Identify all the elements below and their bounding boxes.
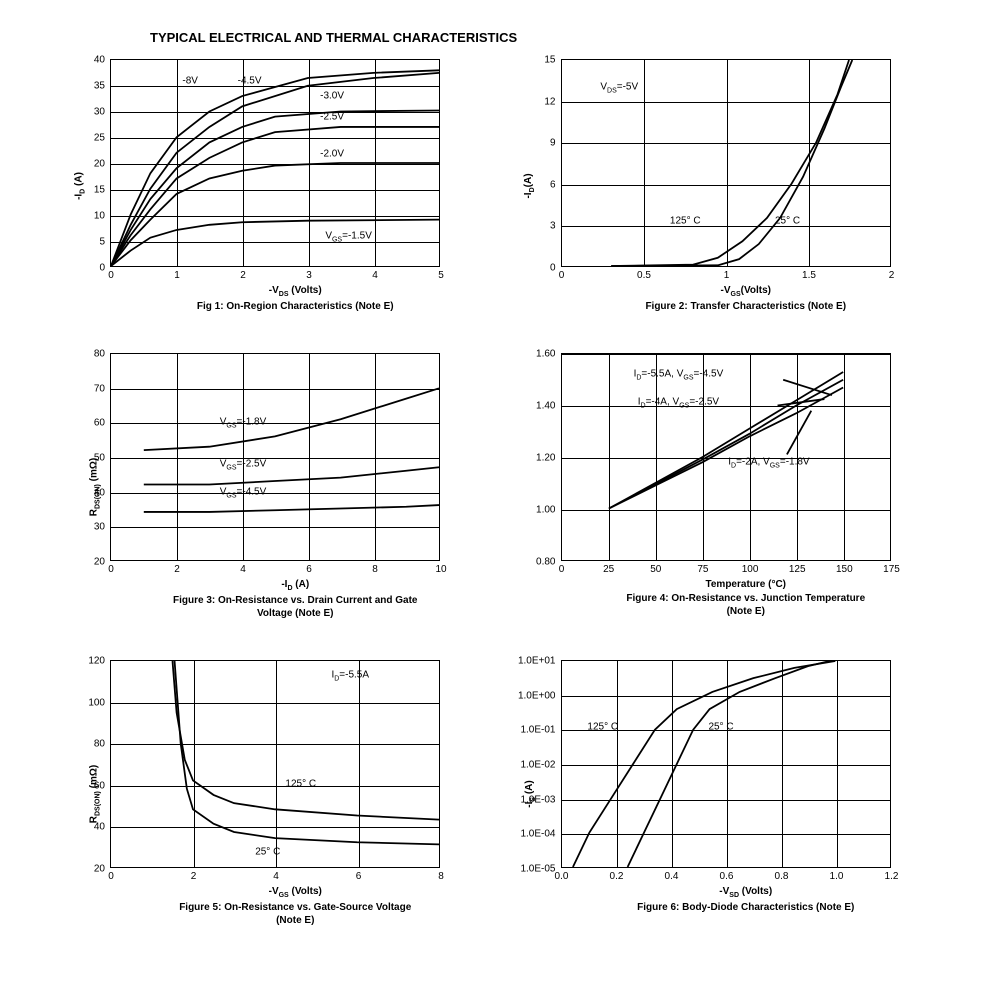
fig5-xlabel: -VGS (Volts) [110, 886, 481, 899]
fig1-caption: Fig 1: On-Region Characteristics (Note E… [110, 300, 481, 313]
fig2-panel: -ID(A) 00.511.5203691215VDS=-5V125° C25° … [511, 59, 932, 313]
fig6-panel: -IS (A)0.00.20.40.60.81.01.21.0E-051.0E-… [511, 660, 932, 927]
fig4-panel: Normalized On-Resistance0255075100125150… [511, 353, 932, 620]
fig3-xlabel: -ID (A) [110, 579, 481, 592]
fig1-panel: -ID (A) 0123450510152025303540-8V-4.5V-3.… [60, 59, 481, 313]
fig5-ylabel: RDS(ON) (mΩ) [89, 764, 102, 822]
fig2-ylabel: -ID(A) [523, 173, 536, 198]
fig2-caption: Figure 2: Transfer Characteristics (Note… [561, 300, 932, 313]
fig3-caption: Figure 3: On-Resistance vs. Drain Curren… [110, 594, 481, 620]
fig1-ylabel: -ID (A) [73, 172, 86, 200]
fig4-xlabel: Temperature (°C) [561, 579, 932, 590]
fig5-panel: RDS(ON) (mΩ) 0246820406080100120ID=-5.5A1… [60, 660, 481, 927]
fig4-caption: Figure 4: On-Resistance vs. Junction Tem… [561, 592, 932, 618]
fig5-plot: 0246820406080100120ID=-5.5A125° C25° C [110, 660, 440, 868]
chart-grid: -ID (A) 0123450510152025303540-8V-4.5V-3.… [60, 59, 931, 927]
fig5-caption: Figure 5: On-Resistance vs. Gate-Source … [110, 901, 481, 927]
fig6-xlabel: -VSD (Volts) [561, 886, 932, 899]
fig1-plot: 0123450510152025303540-8V-4.5V-3.0V-2.5V… [110, 59, 440, 267]
fig1-xlabel: -VDS (Volts) [110, 285, 481, 298]
page-title: TYPICAL ELECTRICAL AND THERMAL CHARACTER… [150, 30, 931, 45]
fig2-plot: 00.511.5203691215VDS=-5V125° C25° C [561, 59, 891, 267]
fig6-caption: Figure 6: Body-Diode Characteristics (No… [561, 901, 932, 914]
fig4-plot: 02550751001251501750.801.001.201.401.60I… [561, 353, 891, 561]
fig3-panel: RDS(ON) (mΩ)024681020304050607080VGS=-1.… [60, 353, 481, 620]
fig6-plot: 0.00.20.40.60.81.01.21.0E-051.0E-041.0E-… [561, 660, 891, 868]
fig3-plot: 024681020304050607080VGS=-1.8VVGS=-2.5VV… [110, 353, 440, 561]
fig2-xlabel: -VGS(Volts) [561, 285, 932, 298]
